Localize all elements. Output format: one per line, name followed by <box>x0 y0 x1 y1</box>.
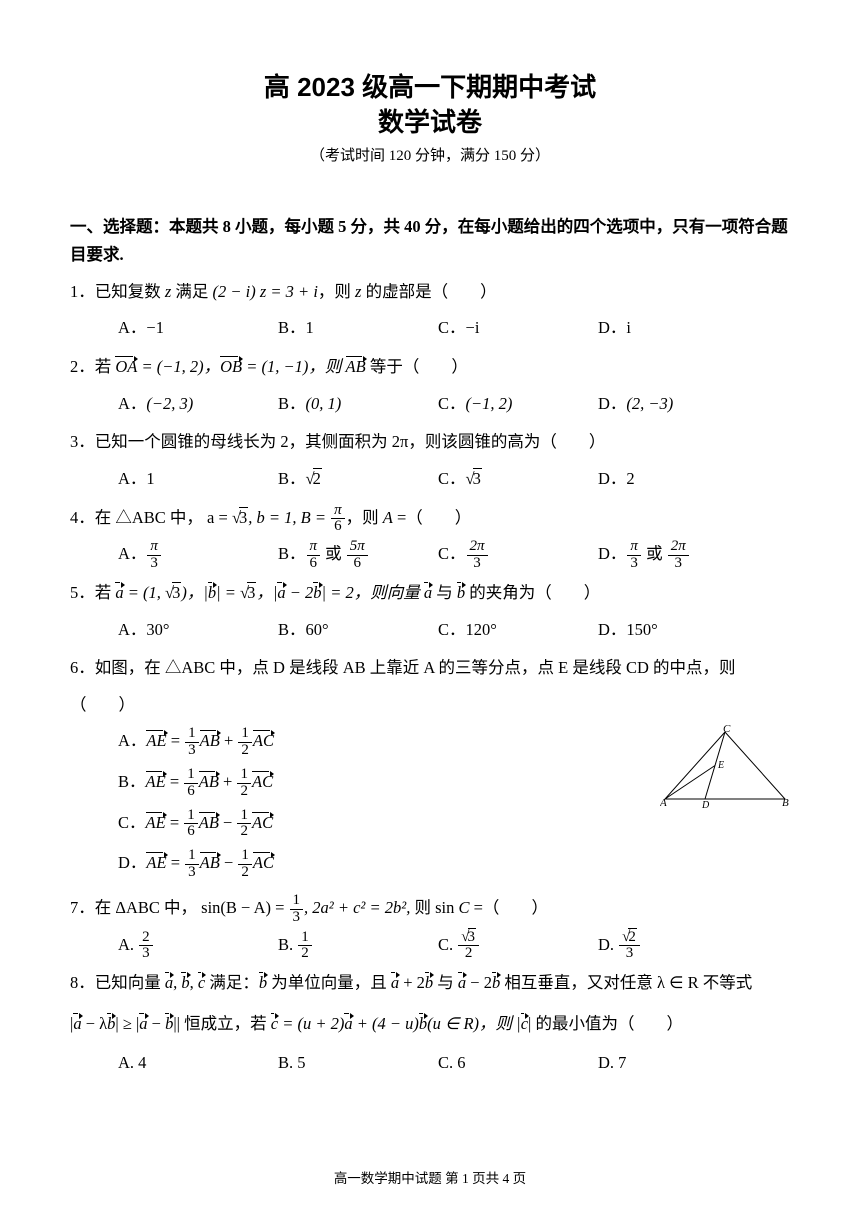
q3-opt-a: A．1 <box>118 462 278 497</box>
question-1: 1．已知复数 z 满足 (2 − i) z = 3 + i，则 z 的虚部是（）… <box>70 275 790 346</box>
q5-opt-a: A．30° <box>118 613 278 648</box>
svg-text:E: E <box>717 760 724 771</box>
q4-opt-a: A．π3 <box>118 537 278 572</box>
q6-opt-c: C．AE = 16AB − 12AC <box>118 806 428 841</box>
svg-text:A: A <box>660 797 667 809</box>
question-5: 5．若 a = (1, √3)，|b| = √3，|a − 2b| = 2，则向… <box>70 576 790 647</box>
title-line-1: 高 2023 级高一下期期中考试 <box>70 70 790 105</box>
q6-opt-a: A．AE = 13AB + 12AC <box>118 724 428 759</box>
q1-opt-c: C．−i <box>438 311 598 346</box>
question-7: 7．在 ΔABC 中， sin(B − A) = 13, 2a² + c² = … <box>70 891 790 962</box>
svg-text:D: D <box>701 800 710 809</box>
section-1-header: 一、选择题：本题共 8 小题，每小题 5 分，共 40 分，在每小题给出的四个选… <box>70 213 790 269</box>
question-2: 2．若 OA = (−1, 2)，OB = (1, −1)，则 AB 等于（） … <box>70 350 790 421</box>
q3-opt-d: D．2 <box>598 462 758 497</box>
q7-options: A. 23 B. 12 C. √32 D. √23 <box>70 928 790 963</box>
q4-opt-b: B．π6 或 5π6 <box>278 537 438 572</box>
q6-opt-d: D．AE = 13AB − 12AC <box>118 846 428 881</box>
q1-num: 1． <box>70 282 95 301</box>
q6-opt-b: B．AE = 16AB + 12AC <box>118 765 428 800</box>
q1-pre: 已知复数 <box>95 282 165 301</box>
q6-options: A．AE = 13AB + 12AC B．AE = 16AB + 12AC C．… <box>70 724 660 887</box>
question-4: 4．在 △ABC 中， a = √3, b = 1, B = π6，则 A =（… <box>70 501 790 572</box>
q5-opt-c: C．120° <box>438 613 598 648</box>
q3-opt-b: B．√2 <box>278 462 438 497</box>
q7-opt-d: D. √23 <box>598 928 758 963</box>
q5-opt-d: D．150° <box>598 613 758 648</box>
q1-opt-a: A．−1 <box>118 311 278 346</box>
q2-options: A．(−2, 3) B．(0, 1) C．(−1, 2) D．(2, −3) <box>70 387 790 422</box>
q3-opt-c: C．√3 <box>438 462 598 497</box>
exam-page: 高 2023 级高一下期期中考试 数学试卷 （考试时间 120 分钟，满分 15… <box>0 0 860 1216</box>
question-3: 3．已知一个圆锥的母线长为 2，其侧面积为 2π，则该圆锥的高为（） A．1 B… <box>70 425 790 496</box>
title-line-2: 数学试卷 <box>70 105 790 140</box>
svg-text:B: B <box>782 797 789 809</box>
q4-opt-c: C．2π3 <box>438 537 598 572</box>
q3-options: A．1 B．√2 C．√3 D．2 <box>70 462 790 497</box>
q4-options: A．π3 B．π6 或 5π6 C．2π3 D．π3 或 2π3 <box>70 537 790 572</box>
question-8: 8．已知向量 a, b, c 满足：b 为单位向量，且 a + 2b 与 a −… <box>70 966 790 1081</box>
q1-opt-b: B．1 <box>278 311 438 346</box>
q2-opt-c: C．(−1, 2) <box>438 387 598 422</box>
page-footer: 高一数学期中试题 第 1 页共 4 页 <box>0 1166 860 1192</box>
triangle-figure: A B C D E <box>660 724 790 809</box>
svg-text:C: C <box>723 724 731 735</box>
q7-opt-c: C. √32 <box>438 928 598 963</box>
q8-opt-a: A. 4 <box>118 1046 278 1081</box>
q1-options: A．−1 B．1 C．−i D．i <box>70 311 790 346</box>
q7-opt-a: A. 23 <box>118 928 278 963</box>
q1-mid: 满足 <box>171 282 208 301</box>
q7-opt-b: B. 12 <box>278 928 438 963</box>
q2-opt-b: B．(0, 1) <box>278 387 438 422</box>
question-6: 6．如图，在 △ABC 中，点 D 是线段 AB 上靠近 A 的三等分点，点 E… <box>70 651 790 887</box>
q4-opt-d: D．π3 或 2π3 <box>598 537 758 572</box>
q8-options: A. 4 B. 5 C. 6 D. 7 <box>70 1046 790 1081</box>
q5-options: A．30° B．60° C．120° D．150° <box>70 613 790 648</box>
q8-opt-b: B. 5 <box>278 1046 438 1081</box>
q2-opt-a: A．(−2, 3) <box>118 387 278 422</box>
q8-opt-d: D. 7 <box>598 1046 758 1081</box>
q1-opt-d: D．i <box>598 311 758 346</box>
q8-opt-c: C. 6 <box>438 1046 598 1081</box>
q2-opt-d: D．(2, −3) <box>598 387 758 422</box>
q5-opt-b: B．60° <box>278 613 438 648</box>
subtitle: （考试时间 120 分钟，满分 150 分） <box>70 142 790 171</box>
